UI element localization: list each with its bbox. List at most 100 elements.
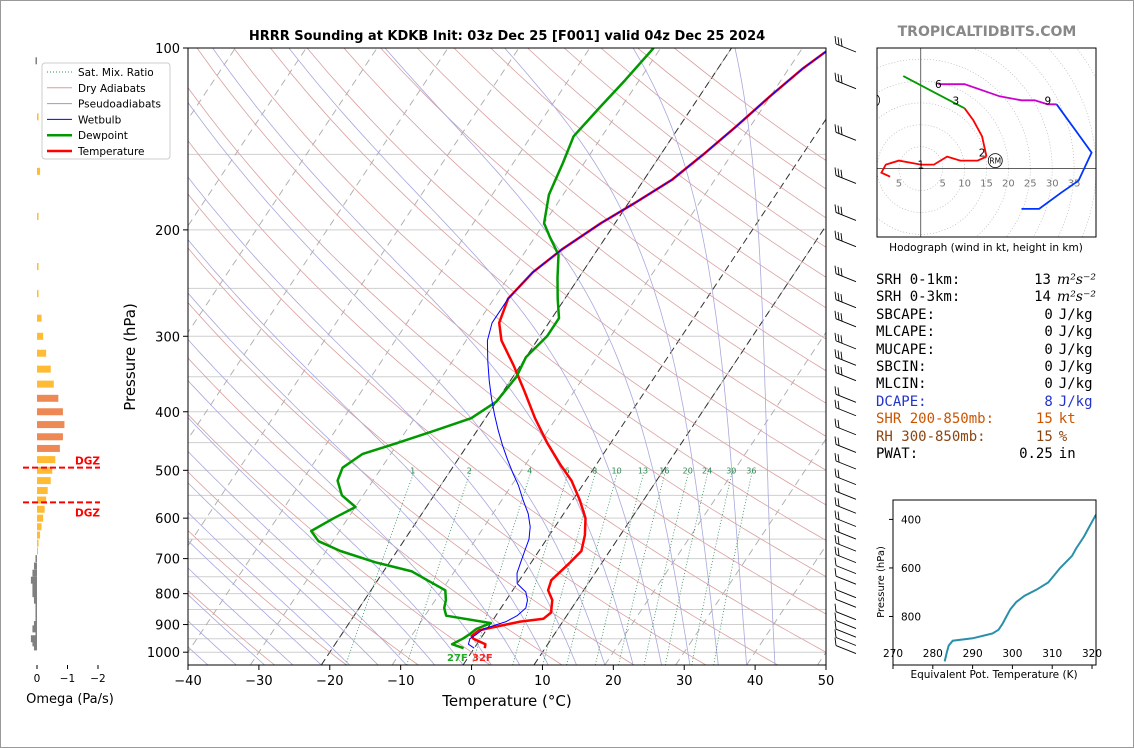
- omega-bar: [35, 555, 37, 563]
- wind-barb-staff: [835, 637, 857, 646]
- isotherm-line: [604, 331, 826, 665]
- omega-bar: [37, 314, 42, 322]
- omega-bar: [33, 643, 37, 651]
- pseudoadiabat-line: [188, 176, 577, 665]
- wind-barb-flag: [840, 268, 843, 277]
- y-tick-label: 400: [155, 406, 180, 421]
- wind-barb-flag: [834, 364, 837, 373]
- y-tick-label: 900: [155, 619, 180, 634]
- wind-barb-flag: [834, 349, 837, 358]
- wind-barb-staff: [835, 426, 857, 436]
- dry-adiabat-line: [188, 247, 707, 665]
- mixing-ratio-label: 36: [746, 467, 756, 476]
- wind-barb-staff: [835, 393, 857, 403]
- wetbulb-line: [467, 50, 826, 649]
- y-tick-label: 100: [155, 42, 180, 57]
- isotherm-line: [188, 48, 307, 227]
- omega-x-axis-label: Omega (Pa/s): [26, 692, 114, 707]
- legend-label: Sat. Mix. Ratio: [78, 67, 154, 79]
- omega-bar: [33, 596, 37, 604]
- isotherm-line: [675, 438, 826, 665]
- theta-e-x-tick-label: 310: [1042, 648, 1062, 660]
- mixing-ratio-label: 4: [527, 467, 532, 476]
- wind-barb-staff: [835, 476, 857, 486]
- wind-barb-flag: [837, 400, 840, 410]
- theta-e-x-tick-label: 290: [963, 648, 983, 660]
- omega-tick-label: −2: [90, 673, 105, 685]
- y-tick-label: 1000: [147, 646, 180, 661]
- pseudoadiabat-line: [504, 48, 719, 665]
- theta-e-ticks: 270 280 290 300 310 320 400 600 800: [883, 514, 1102, 669]
- dewpoint-line: [309, 48, 655, 650]
- wind-barb-flag: [834, 167, 837, 176]
- isotherm-line: [188, 48, 378, 334]
- hodograph-tick-label: 25: [1024, 179, 1037, 190]
- omega-bar: [37, 523, 42, 531]
- wind-barb-staff: [835, 575, 857, 585]
- mixing-ratio-line: [618, 470, 667, 665]
- wind-barb-flag: [834, 497, 837, 506]
- theta-e-y-tick-label: 400: [901, 514, 921, 526]
- wind-barb-flag: [837, 536, 840, 545]
- hodograph-segment: [880, 155, 987, 178]
- x-tick-label: 30: [676, 674, 693, 689]
- wind-barb-flag: [840, 335, 843, 344]
- omega-bar: [35, 602, 37, 610]
- pseudoadiabat-line: [188, 594, 265, 665]
- wind-barb-flag: [837, 469, 840, 478]
- dgz-label: DGZ: [75, 456, 100, 468]
- dry-adiabat-line: [233, 48, 826, 541]
- wind-barb-flag: [834, 581, 837, 590]
- dry-adiabat-line: [188, 86, 826, 615]
- legend-box: [41, 62, 171, 160]
- omega-bar: [37, 444, 60, 452]
- theta-e-x-tick-label: 280: [923, 648, 943, 660]
- stats-row: MUCAPE: 0 J/kg: [876, 342, 1096, 359]
- dgz-label: DGZ: [75, 507, 100, 519]
- theta-e-x-tick-label: 320: [1082, 648, 1102, 660]
- wind-barb-flag: [834, 332, 837, 341]
- hodograph-tick-label: 15: [980, 179, 993, 190]
- y-tick-label: 300: [155, 330, 180, 345]
- theta-e-frame: [892, 499, 1097, 666]
- mixing-ratio-line: [345, 470, 415, 665]
- hodograph-lm-marker: [877, 94, 881, 107]
- dry-adiabat-line: [417, 48, 826, 372]
- hodograph-height-label: 6: [935, 79, 942, 91]
- wind-barb-staff: [835, 372, 857, 382]
- omega-bar: [35, 615, 37, 623]
- hodograph-tick-label: 10: [958, 179, 971, 190]
- wind-barb-flag: [834, 629, 837, 638]
- omega-bar: [35, 57, 37, 65]
- wind-barb-flag: [837, 231, 840, 240]
- omega-bar: [32, 583, 37, 591]
- x-tick-label: 50: [818, 674, 835, 689]
- pseudoadiabat-line: [188, 450, 407, 665]
- isotherm-line: [188, 48, 520, 547]
- hodograph-rm-label: RM: [989, 157, 1001, 166]
- stats-label: SHR 200-850mb:: [876, 411, 995, 428]
- stats-row: MLCIN: 0 J/kg: [876, 376, 1096, 393]
- mixing-ratio-label: 6: [565, 467, 570, 476]
- isotherm-line: [746, 544, 826, 665]
- wind-barb-flag: [837, 125, 840, 134]
- omega-bar: [37, 547, 38, 555]
- pseudoadiabat-line: [188, 567, 294, 665]
- wind-barb-flag: [834, 468, 837, 477]
- omega-bar: [37, 332, 44, 340]
- wind-barb-flag: [834, 291, 837, 300]
- stats-value: 8: [1044, 393, 1053, 410]
- stats-value: 0: [1044, 306, 1053, 323]
- dry-adiabat-line: [380, 48, 826, 404]
- wind-barb-staff: [835, 174, 857, 184]
- wind-barb-flag: [834, 612, 837, 621]
- stats-unit: in: [1058, 446, 1076, 463]
- mixing-ratio-label: 24: [702, 467, 712, 476]
- hodograph-trace: 1 2 36 9 LM RM: [877, 75, 1093, 210]
- stats-row: SBCAPE: 0 J/kg: [876, 307, 1096, 324]
- wind-barb-flag: [834, 557, 837, 566]
- wind-barb-flag: [834, 204, 837, 213]
- stats-unit: J/kg: [1058, 341, 1093, 358]
- stats-unit: J/kg: [1058, 359, 1093, 376]
- theta-e-panel: 270 280 290 300 310 320 400 600 800 Equivalent P…: [876, 499, 1102, 681]
